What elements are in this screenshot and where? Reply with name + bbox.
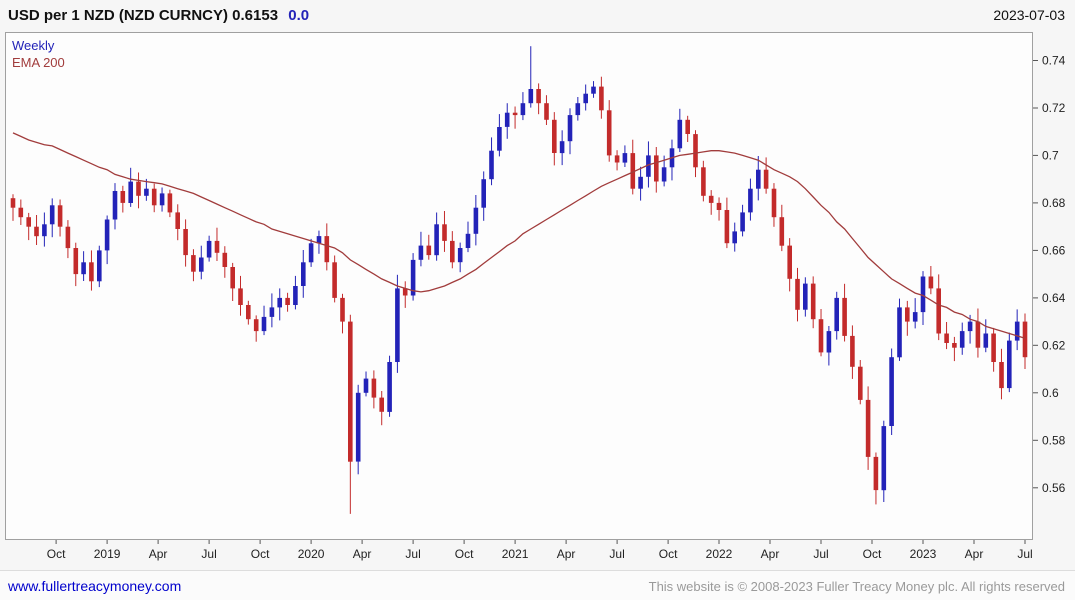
svg-text:Oct: Oct [455, 547, 474, 561]
svg-text:0.7: 0.7 [1042, 148, 1059, 162]
svg-text:2021: 2021 [502, 547, 529, 561]
copyright-text: This website is © 2008-2023 Fuller Treac… [648, 579, 1065, 594]
candlestick-chart[interactable]: 0.74 0.72 0.7 0.68 0.66 0.64 0.62 0.6 0.58 0.56 Oc… [5, 32, 1075, 567]
svg-text:Oct: Oct [659, 547, 678, 561]
footer: www.fullertreacymoney.com This website i… [0, 570, 1075, 600]
svg-text:0.64: 0.64 [1042, 291, 1066, 305]
svg-text:0.74: 0.74 [1042, 54, 1066, 68]
svg-text:0.56: 0.56 [1042, 481, 1066, 495]
price-change: 0.0 [288, 7, 310, 24]
svg-text:2020: 2020 [298, 547, 325, 561]
svg-text:Jul: Jul [405, 547, 420, 561]
website-link[interactable]: www.fullertreacymoney.com [8, 578, 182, 594]
svg-text:Oct: Oct [863, 547, 882, 561]
svg-text:0.58: 0.58 [1042, 433, 1066, 447]
svg-text:2019: 2019 [94, 547, 121, 561]
chart-area[interactable]: 0.74 0.72 0.7 0.68 0.66 0.64 0.62 0.6 0.58 0.56 Oc… [5, 32, 1075, 567]
svg-text:0.62: 0.62 [1042, 338, 1066, 352]
svg-text:Jul: Jul [1017, 547, 1032, 561]
svg-text:0.68: 0.68 [1042, 196, 1066, 210]
svg-text:Jul: Jul [609, 547, 624, 561]
svg-text:0.66: 0.66 [1042, 243, 1066, 257]
svg-text:Apr: Apr [353, 547, 372, 561]
svg-text:Apr: Apr [965, 547, 984, 561]
instrument-title: USD per 1 NZD (NZD CURNCY) 0.6153 [8, 7, 279, 24]
svg-text:Oct: Oct [47, 547, 66, 561]
svg-text:Jul: Jul [813, 547, 828, 561]
svg-text:Jul: Jul [201, 547, 216, 561]
svg-text:0.6: 0.6 [1042, 386, 1059, 400]
svg-text:Apr: Apr [761, 547, 780, 561]
svg-text:2023: 2023 [910, 547, 937, 561]
chart-date: 2023-07-03 [993, 7, 1065, 23]
svg-text:Apr: Apr [149, 547, 168, 561]
chart-title: USD per 1 NZD (NZD CURNCY) 0.6153 0.0 [8, 7, 309, 24]
chart-header: USD per 1 NZD (NZD CURNCY) 0.6153 0.0 20… [0, 0, 1075, 30]
svg-text:Oct: Oct [251, 547, 270, 561]
svg-text:Apr: Apr [557, 547, 576, 561]
svg-text:0.72: 0.72 [1042, 101, 1066, 115]
svg-text:2022: 2022 [706, 547, 733, 561]
